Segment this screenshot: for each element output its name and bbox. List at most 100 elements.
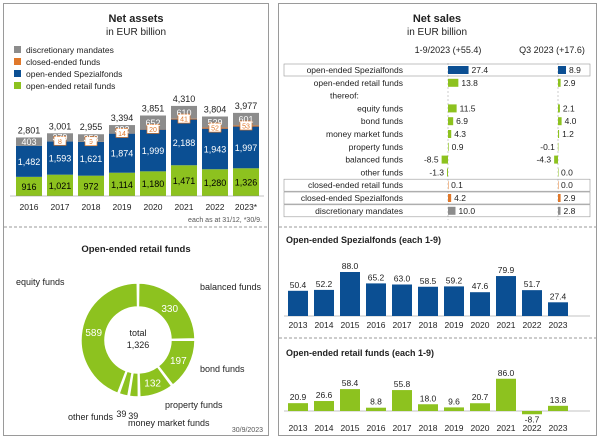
- bar-value-label: 20.7: [472, 392, 489, 402]
- slice-name-label: money market funds: [128, 418, 210, 428]
- bar-value-label: 18.0: [420, 393, 437, 403]
- legend-label: open-ended retail funds: [26, 81, 115, 91]
- row-label: discretionary mandates: [315, 206, 403, 216]
- spezial-chart-title: Open-ended Spezialfonds (each 1-9): [286, 235, 441, 245]
- x-tick-label: 2018: [82, 202, 101, 212]
- sales-bar-q3: [558, 66, 566, 74]
- retail-funds-date: 30/9/2023: [232, 427, 263, 434]
- bar: [366, 283, 386, 316]
- x-tick-label: 2022: [523, 320, 542, 330]
- row-label: open-ended retail funds: [314, 78, 403, 88]
- donut-center-value: 1,326: [127, 340, 150, 350]
- x-tick-label: 2020: [471, 423, 490, 433]
- sales-value-ytd: 11.5: [460, 103, 476, 113]
- x-tick-label: 2015: [341, 423, 360, 433]
- bar-value-label: 27.4: [550, 291, 567, 301]
- legend-label: open-ended Spezialfonds: [26, 69, 122, 79]
- bar-total-label: 3,394: [111, 113, 134, 123]
- segment-label: 916: [21, 182, 36, 192]
- bar: [548, 406, 568, 411]
- sales-value-q3: 0.0: [561, 180, 573, 190]
- sales-value-q3: 0.0: [561, 167, 573, 177]
- segment-label: 1,943: [204, 144, 227, 154]
- x-tick-label: 2019: [445, 320, 464, 330]
- sales-bar-ytd: [442, 156, 448, 164]
- x-tick-label: 2023: [549, 423, 568, 433]
- segment-label: 529: [207, 118, 222, 128]
- sales-value-ytd: -8.5: [424, 155, 439, 165]
- legend-swatch: [14, 70, 21, 77]
- bar-value-label: 86.0: [498, 368, 515, 378]
- slice-name-label: bond funds: [200, 364, 245, 374]
- sales-value-ytd: 10.0: [459, 206, 476, 216]
- slice-name-label: balanced funds: [200, 282, 262, 292]
- bar-total-label: 2,955: [80, 122, 103, 132]
- segment-label: 652: [145, 118, 160, 128]
- row-label: thereof:: [330, 91, 359, 101]
- net-assets-title: Net assets: [108, 13, 163, 25]
- segment-label: 1,621: [80, 154, 103, 164]
- bar-value-label: 50.4: [290, 280, 307, 290]
- bar: [444, 286, 464, 316]
- x-tick-label: 2013: [289, 423, 308, 433]
- sales-value-q3: 2.9: [564, 193, 576, 203]
- net-assets-footnote: each as at 31/12, *30/9.: [188, 217, 262, 224]
- bar-value-label: 47.6: [472, 281, 489, 291]
- bar: [522, 290, 542, 316]
- sales-bar-q3: [558, 130, 559, 138]
- x-tick-label: 2017: [51, 202, 70, 212]
- segment-label: 1,280: [204, 178, 227, 188]
- bar-value-label: 26.6: [316, 390, 333, 400]
- net-assets-bars: 9161,4824032,80120161,0211,59383793,0012…: [10, 94, 264, 212]
- sales-value-q3: 2.1: [563, 103, 575, 113]
- sales-value-ytd: 0.1: [451, 180, 463, 190]
- row-label: balanced funds: [345, 155, 403, 165]
- sales-bar-q3: [558, 143, 559, 151]
- segment-label: 1,180: [142, 179, 165, 189]
- sales-value-ytd: 6.9: [456, 116, 468, 126]
- sales-value-ytd: 4.2: [454, 193, 466, 203]
- x-tick-label: 2020: [471, 320, 490, 330]
- bar: [288, 291, 308, 316]
- bar: [314, 401, 334, 411]
- sales-bar-ytd: [448, 207, 456, 215]
- slice-name-label: property funds: [165, 400, 223, 410]
- net-sales-col2-header: Q3 2023 (+17.6): [519, 45, 585, 55]
- slice-value-label: 197: [170, 356, 187, 367]
- row-label: bond funds: [361, 116, 403, 126]
- x-tick-label: 2013: [289, 320, 308, 330]
- bar: [340, 272, 360, 316]
- segment-label: 1,326: [235, 178, 258, 188]
- sales-bar-q3: [558, 181, 559, 189]
- x-tick-label: 2015: [341, 320, 360, 330]
- legend-swatch: [14, 58, 21, 65]
- bar: [340, 389, 360, 411]
- segment-label: 1,471: [173, 176, 196, 186]
- bar-value-label: 59.2: [446, 275, 463, 285]
- bar: [418, 287, 438, 316]
- bar-total-label: 4,310: [173, 94, 196, 104]
- bar: [392, 285, 412, 317]
- sales-bar-q3: [558, 104, 560, 112]
- x-tick-label: 2014: [315, 423, 334, 433]
- sales-bar-q3: [558, 194, 561, 202]
- sales-bar-q3: [554, 156, 558, 164]
- sales-value-q3: 8.9: [569, 65, 581, 75]
- x-tick-label: 2021: [497, 423, 516, 433]
- row-label: money market funds: [326, 129, 403, 139]
- bar: [496, 276, 516, 316]
- sales-value-ytd: 27.4: [472, 65, 489, 75]
- bar-total-label: 3,001: [49, 121, 72, 131]
- x-tick-label: 2021: [497, 320, 516, 330]
- retail-chart: 20.9201326.6201458.420158.8201655.820171…: [284, 368, 590, 433]
- segment-label: 2,188: [173, 138, 196, 148]
- bar-total-label: 3,851: [142, 104, 165, 114]
- net-sales-title: Net sales: [413, 13, 461, 25]
- x-tick-label: 2022: [523, 423, 542, 433]
- row-label: property funds: [349, 142, 403, 152]
- sales-value-ytd: 13.8: [461, 78, 478, 88]
- bar-value-label: 58.5: [420, 276, 437, 286]
